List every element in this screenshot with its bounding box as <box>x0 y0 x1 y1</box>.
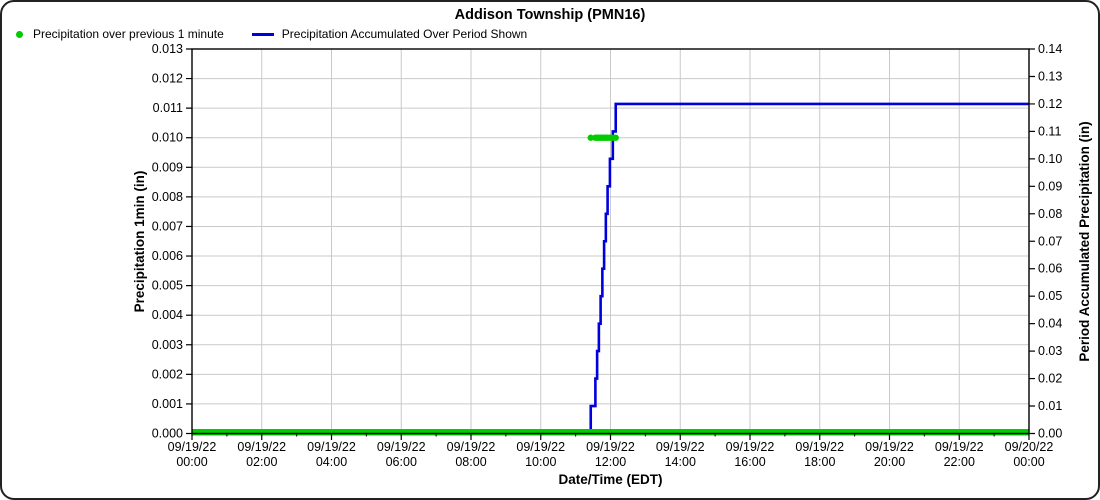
svg-text:12:00: 12:00 <box>595 455 626 469</box>
svg-text:20:00: 20:00 <box>874 455 905 469</box>
svg-text:0.009: 0.009 <box>152 160 183 174</box>
svg-text:0.10: 0.10 <box>1038 152 1062 166</box>
gridlines <box>192 49 1029 434</box>
svg-text:09/19/22: 09/19/22 <box>237 440 286 454</box>
svg-text:0.13: 0.13 <box>1038 69 1062 83</box>
svg-text:16:00: 16:00 <box>734 455 765 469</box>
x-axis-title: Date/Time (EDT) <box>558 472 663 487</box>
svg-text:0.012: 0.012 <box>152 72 183 86</box>
svg-text:09/19/22: 09/19/22 <box>795 440 844 454</box>
svg-text:0.005: 0.005 <box>152 279 183 293</box>
svg-text:0.011: 0.011 <box>153 101 183 115</box>
svg-text:00:00: 00:00 <box>1013 455 1044 469</box>
svg-text:0.12: 0.12 <box>1038 97 1062 111</box>
svg-text:18:00: 18:00 <box>804 455 835 469</box>
svg-text:0.000: 0.000 <box>152 427 183 441</box>
svg-text:0.09: 0.09 <box>1038 179 1062 193</box>
svg-text:0.05: 0.05 <box>1038 289 1062 303</box>
svg-text:00:00: 00:00 <box>176 455 207 469</box>
svg-text:09/19/22: 09/19/22 <box>656 440 705 454</box>
svg-text:0.14: 0.14 <box>1038 42 1062 56</box>
svg-text:0.010: 0.010 <box>152 131 183 145</box>
svg-text:0.004: 0.004 <box>152 308 183 322</box>
svg-text:0.006: 0.006 <box>152 249 183 263</box>
svg-text:09/20/22: 09/20/22 <box>1005 440 1054 454</box>
svg-text:09/19/22: 09/19/22 <box>865 440 914 454</box>
svg-text:0.11: 0.11 <box>1038 124 1061 138</box>
svg-text:0.04: 0.04 <box>1038 317 1062 331</box>
green-dot-marker-icon <box>16 30 23 38</box>
chart-legend: Precipitation over previous 1 minute Pre… <box>10 26 527 42</box>
svg-text:09/19/22: 09/19/22 <box>586 440 635 454</box>
svg-text:0.02: 0.02 <box>1038 372 1062 386</box>
svg-text:0.001: 0.001 <box>152 397 183 411</box>
svg-text:09/19/22: 09/19/22 <box>726 440 775 454</box>
svg-text:0.008: 0.008 <box>152 190 183 204</box>
axis-ticks-and-labels: 0.000 0.001 0.002 0.003 0.004 0.005 0.006 0.007… <box>152 42 1063 469</box>
svg-text:0.01: 0.01 <box>1038 399 1062 413</box>
svg-text:09/19/22: 09/19/22 <box>516 440 565 454</box>
svg-text:22:00: 22:00 <box>944 455 975 469</box>
svg-text:0.00: 0.00 <box>1038 427 1062 441</box>
legend-item-precip-1min: Precipitation over previous 1 minute <box>10 27 224 41</box>
svg-text:0.003: 0.003 <box>152 338 183 352</box>
svg-text:02:00: 02:00 <box>246 455 277 469</box>
chart-title: Addison Township (PMN16) <box>454 7 646 23</box>
svg-text:0.013: 0.013 <box>152 42 183 56</box>
svg-text:09/19/22: 09/19/22 <box>168 440 217 454</box>
legend-item-accumulated: Precipitation Accumulated Over Period Sh… <box>224 27 527 41</box>
svg-text:14:00: 14:00 <box>665 455 696 469</box>
svg-text:06:00: 06:00 <box>386 455 417 469</box>
svg-text:08:00: 08:00 <box>455 455 486 469</box>
svg-text:04:00: 04:00 <box>316 455 347 469</box>
svg-text:0.002: 0.002 <box>152 367 183 381</box>
svg-text:09/19/22: 09/19/22 <box>447 440 496 454</box>
blue-line-marker-icon <box>251 32 274 36</box>
legend-label-accumulated: Precipitation Accumulated Over Period Sh… <box>281 27 528 41</box>
svg-text:09/19/22: 09/19/22 <box>935 440 984 454</box>
svg-text:09/19/22: 09/19/22 <box>307 440 356 454</box>
svg-text:0.07: 0.07 <box>1038 234 1062 248</box>
svg-text:0.08: 0.08 <box>1038 207 1062 221</box>
svg-text:10:00: 10:00 <box>525 455 556 469</box>
precip-1min-dots <box>587 134 619 141</box>
accumulated-precip-line <box>192 102 1029 435</box>
svg-text:0.06: 0.06 <box>1038 262 1062 276</box>
svg-text:09/19/22: 09/19/22 <box>377 440 426 454</box>
legend-label-precip-1min: Precipitation over previous 1 minute <box>33 27 224 41</box>
svg-text:0.007: 0.007 <box>152 219 183 233</box>
svg-text:0.03: 0.03 <box>1038 344 1062 358</box>
